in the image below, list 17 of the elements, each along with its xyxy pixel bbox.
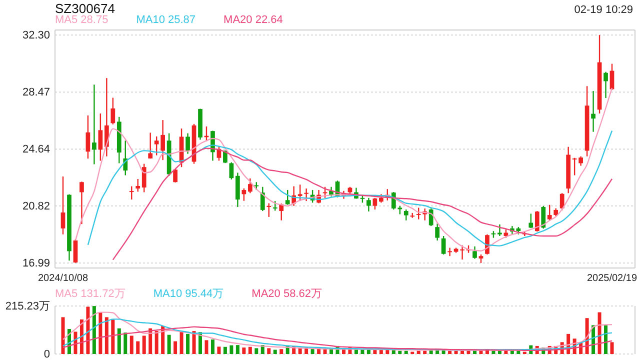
y-tick-label: 16.99 (22, 257, 50, 270)
text: MA10 25.87 (136, 14, 196, 26)
text: 02-19 10:29 (574, 4, 633, 16)
y-tick-label: 20.82 (22, 200, 50, 212)
text: MA5 28.75 (55, 14, 108, 26)
y-tick-label: 0 (44, 348, 50, 360)
text: MA20 58.62万 (252, 288, 322, 300)
series-label: MA5 131.72万 (55, 288, 126, 300)
chart-title: SZ300674 (55, 1, 115, 16)
x-tick-label: 2024/10/08 (38, 273, 88, 284)
text: MA20 22.64 (224, 14, 283, 26)
y-tick-label: 32.30 (22, 30, 50, 42)
x-tick-label: 2025/02/19 (586, 273, 638, 284)
y-tick-label: 28.47 (22, 86, 50, 99)
y-tick-label: 24.64 (22, 144, 50, 156)
y-tick-label: 215.23万 (5, 300, 50, 313)
text: MA10 95.44万 (153, 288, 224, 300)
